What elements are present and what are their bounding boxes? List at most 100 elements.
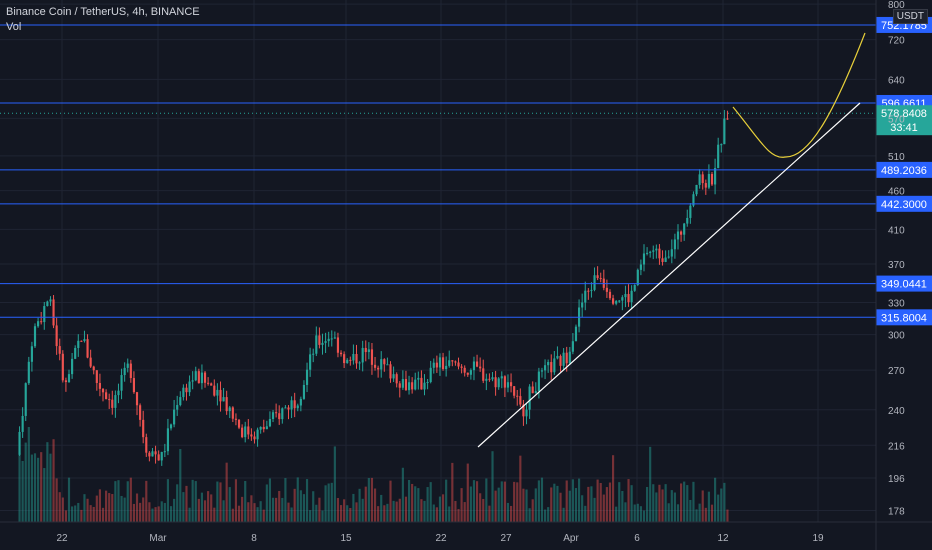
candle-body bbox=[692, 194, 695, 206]
candle-body bbox=[377, 367, 380, 370]
volume-bar bbox=[596, 479, 599, 522]
candle-body bbox=[278, 413, 281, 420]
price-tick-label: 800 bbox=[888, 0, 905, 11]
currency-badge[interactable]: USDT bbox=[892, 9, 928, 24]
volume-bar bbox=[265, 484, 268, 522]
volume-bar bbox=[602, 494, 605, 522]
level-price-tag[interactable] bbox=[876, 195, 932, 212]
candle-body bbox=[636, 269, 639, 286]
volume-bar bbox=[441, 494, 445, 522]
candle-body bbox=[318, 335, 321, 345]
current-price-tag[interactable] bbox=[876, 105, 932, 136]
volume-bar bbox=[491, 451, 494, 522]
candle-body bbox=[704, 183, 707, 188]
level-price-tag[interactable] bbox=[876, 161, 932, 178]
volume-bar bbox=[111, 494, 114, 522]
volume-bar bbox=[207, 491, 210, 522]
volume-bar bbox=[327, 483, 330, 522]
candle-body bbox=[432, 362, 435, 368]
volume-bar bbox=[290, 507, 293, 522]
volume-bar bbox=[525, 489, 528, 522]
volume-bar bbox=[142, 497, 145, 522]
volume-bar bbox=[522, 488, 525, 522]
candle-body bbox=[488, 378, 491, 380]
volume-bar bbox=[324, 485, 327, 522]
candle-body bbox=[494, 377, 497, 388]
volume-bar bbox=[330, 482, 333, 522]
symbol-title[interactable]: Binance Coin / TetherUS, 4h, BINANCE bbox=[6, 6, 200, 18]
volume-bar bbox=[228, 487, 231, 522]
candle-body bbox=[599, 278, 602, 280]
price-tick-label: 370 bbox=[888, 260, 905, 271]
volume-bar bbox=[197, 498, 200, 522]
volume-bar bbox=[624, 502, 627, 522]
candle-body bbox=[401, 379, 404, 388]
candle-body bbox=[571, 341, 574, 352]
candle-body bbox=[676, 231, 680, 240]
time-tick-label: 19 bbox=[812, 533, 824, 544]
candle-body bbox=[89, 357, 92, 367]
projection-curve[interactable] bbox=[732, 32, 866, 158]
candle-body bbox=[132, 378, 136, 393]
volume-bar bbox=[655, 492, 658, 522]
candle-body bbox=[179, 397, 182, 406]
volume-bar bbox=[652, 484, 655, 522]
volume-bar bbox=[686, 485, 689, 522]
volume-bar bbox=[680, 483, 683, 522]
volume-bar bbox=[618, 482, 621, 522]
candle-body bbox=[534, 391, 537, 394]
candle-body bbox=[330, 338, 333, 340]
level-price-tag[interactable] bbox=[876, 309, 932, 326]
candle-body bbox=[491, 377, 494, 380]
candle-body bbox=[417, 377, 420, 380]
volume-bar bbox=[200, 492, 204, 522]
candle-body bbox=[420, 377, 423, 390]
volume-bar bbox=[284, 478, 287, 522]
candle-body bbox=[222, 397, 225, 402]
candle-body bbox=[370, 349, 374, 365]
candle-body bbox=[423, 382, 426, 390]
candle-body bbox=[608, 291, 612, 299]
candle-body bbox=[305, 369, 309, 385]
volume-bar bbox=[692, 481, 695, 522]
volume-bar bbox=[55, 478, 58, 522]
time-tick-label: Mar bbox=[149, 533, 167, 544]
volume-bar bbox=[37, 457, 40, 522]
volume-bar bbox=[642, 510, 646, 522]
volume-bar bbox=[701, 490, 704, 522]
volume-bar bbox=[222, 500, 225, 522]
candle-body bbox=[234, 418, 238, 420]
candle-body bbox=[92, 366, 95, 371]
horizontal-levels[interactable]: 752.1785596.6611489.2036442.3000349.0441… bbox=[0, 16, 932, 326]
volume-bar bbox=[714, 477, 717, 522]
volume-bar bbox=[636, 503, 639, 522]
volume-bar bbox=[358, 488, 361, 522]
time-axis[interactable]: 22 Mar 8 15 22 27 Apr 6 12 19 bbox=[0, 521, 932, 544]
volume-bar bbox=[556, 485, 559, 522]
candle-body bbox=[407, 382, 411, 391]
volume-bar bbox=[259, 501, 262, 522]
candle-body bbox=[148, 452, 151, 457]
volume-indicator-label[interactable]: Vol bbox=[6, 21, 22, 33]
trendline[interactable] bbox=[477, 102, 861, 448]
drawings[interactable] bbox=[477, 32, 866, 448]
price-tick-label: 196 bbox=[888, 474, 905, 485]
candle-body bbox=[169, 424, 173, 429]
candle-body bbox=[126, 363, 129, 368]
grid bbox=[0, 0, 876, 522]
candle-body bbox=[472, 361, 476, 371]
volume-bar bbox=[550, 487, 553, 522]
price-axis[interactable]: 178 196 216 240 270 300 330 370 410 460 510 570 640 7… bbox=[875, 0, 905, 550]
candle-body bbox=[519, 396, 522, 405]
volume-bar bbox=[179, 449, 182, 522]
level-price-tag[interactable] bbox=[876, 275, 932, 292]
candle-body bbox=[537, 371, 540, 392]
volume-bar bbox=[275, 497, 278, 522]
volume-bar bbox=[670, 490, 673, 522]
candle-body bbox=[309, 354, 312, 370]
volume-bar bbox=[160, 501, 163, 522]
candle-body bbox=[213, 385, 216, 396]
candle-body bbox=[98, 382, 102, 389]
volume-bar bbox=[123, 497, 126, 522]
